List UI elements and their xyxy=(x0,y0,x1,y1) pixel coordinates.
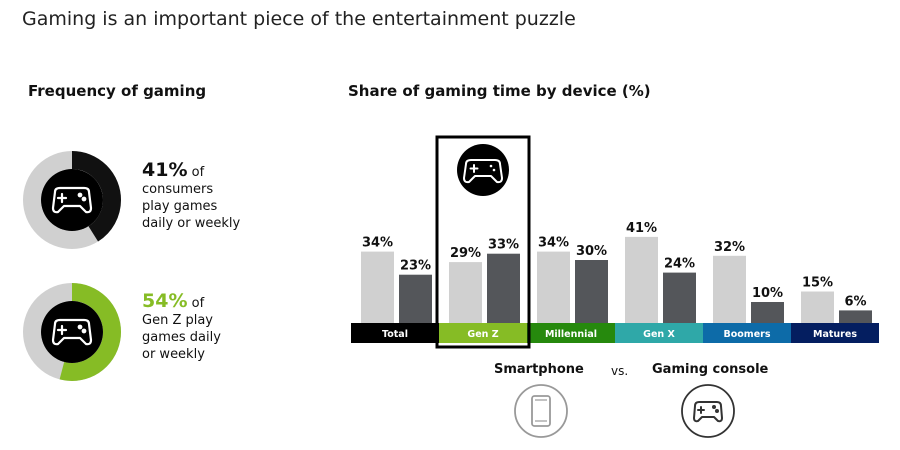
gamepad-icon xyxy=(51,186,93,214)
bar-value-label: 15% xyxy=(802,276,833,291)
bar-gaming-console-millennial xyxy=(575,260,608,323)
category-label: Matures xyxy=(813,329,857,340)
bar-gaming-console-gen-z xyxy=(487,253,520,323)
bar-value-label: 24% xyxy=(664,257,695,272)
bar-smartphone-matures xyxy=(801,291,834,323)
category-band-gen-z xyxy=(439,323,527,343)
bar-value-label: 33% xyxy=(488,238,519,253)
gaming-console-icon xyxy=(681,384,735,438)
bar-smartphone-gen-z xyxy=(449,262,482,323)
bar-value-label: 30% xyxy=(576,244,607,259)
stat-genz-line: or weekly xyxy=(142,347,205,362)
stat-all-line: daily or weekly xyxy=(142,216,241,231)
bar-smartphone-boomers xyxy=(713,255,746,323)
bar-smartphone-total xyxy=(361,251,394,323)
stat-all-line: play games xyxy=(142,199,218,214)
highlight-frame xyxy=(435,135,531,349)
stat-genz-line: games daily xyxy=(142,330,221,345)
legend-smartphone-label: Smartphone xyxy=(494,362,584,377)
legend-console-label: Gaming console xyxy=(652,362,769,377)
frequency-title: Frequency of gaming xyxy=(28,82,207,100)
bar-smartphone-millennial xyxy=(537,251,570,323)
gamepad-icon xyxy=(51,318,93,346)
page-headline: Gaming is an important piece of the ente… xyxy=(22,8,576,30)
category-label: Total xyxy=(382,329,408,340)
stat-all-line: consumers xyxy=(142,182,214,197)
category-band-millennial xyxy=(527,323,615,343)
chart-title: Share of gaming time by device (%) xyxy=(348,82,651,100)
stat-all-consumers: 41% of consumers play games daily or wee… xyxy=(142,159,282,232)
gamepad-icon xyxy=(457,144,509,196)
category-label: Boomers xyxy=(724,329,771,340)
bar-value-label: 34% xyxy=(538,236,569,251)
share-by-device-chart: 34% 23% Total 29% 33% Gen Z 34% 30% Millennial 41… xyxy=(351,135,879,349)
bar-value-label: 41% xyxy=(626,221,657,236)
stat-all-suffix: of xyxy=(187,165,205,180)
bar-gaming-console-gen-x xyxy=(663,272,696,323)
category-band-boomers xyxy=(703,323,791,343)
bar-value-label: 32% xyxy=(714,240,745,255)
category-band-matures xyxy=(791,323,879,343)
category-label: Gen Z xyxy=(467,329,498,340)
smartphone-icon xyxy=(514,384,568,438)
category-label: Gen X xyxy=(643,329,675,340)
bar-smartphone-gen-x xyxy=(625,236,658,323)
bar-value-label: 23% xyxy=(400,259,431,274)
stat-genz-suffix: of xyxy=(187,296,205,311)
stat-genz: 54% of Gen Z play games daily or weekly xyxy=(142,290,282,363)
category-label: Millennial xyxy=(545,329,597,340)
bar-value-label: 10% xyxy=(752,286,783,301)
bar-value-label: 29% xyxy=(450,246,481,261)
category-band-total xyxy=(351,323,439,343)
frequency-donut-genz xyxy=(23,283,121,381)
stat-genz-line: Gen Z play xyxy=(142,313,214,328)
stat-all-value: 41% xyxy=(142,159,188,181)
category-band-gen-x xyxy=(615,323,703,343)
bar-gaming-console-total xyxy=(399,274,432,323)
bar-gaming-console-boomers xyxy=(751,302,784,323)
bar-gaming-console-matures xyxy=(839,310,872,323)
bar-value-label: 6% xyxy=(844,294,866,309)
legend-vs-label: vs. xyxy=(611,364,629,378)
stat-genz-value: 54% xyxy=(142,290,188,312)
bar-value-label: 34% xyxy=(362,236,393,251)
frequency-donut-all xyxy=(23,151,121,249)
